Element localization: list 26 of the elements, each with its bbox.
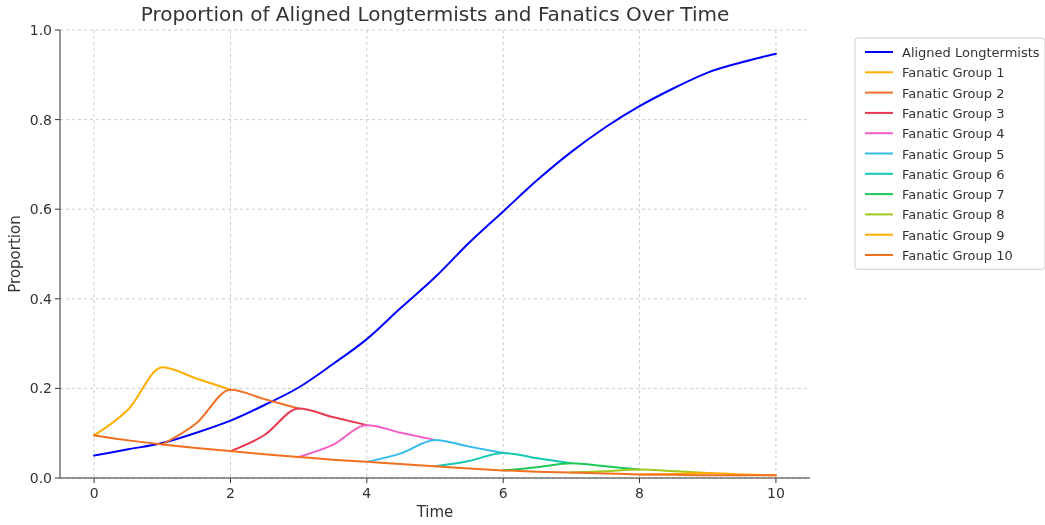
- y-tick-label: 0.2: [29, 380, 52, 397]
- legend-label: Fanatic Group 5: [902, 146, 1005, 162]
- x-axis-title: Time: [415, 503, 454, 521]
- legend-label: Fanatic Group 2: [902, 85, 1005, 101]
- legend-label: Fanatic Group 6: [902, 166, 1005, 182]
- legend-label: Fanatic Group 10: [902, 248, 1013, 263]
- legend-label: Fanatic Group 9: [902, 227, 1005, 243]
- chart-title: Proportion of Aligned Longtermists and Fanatics Over Time: [140, 2, 730, 26]
- x-tick-label: 8: [635, 485, 645, 501]
- legend-label: Aligned Longtermists: [902, 45, 1040, 60]
- legend-label: Fanatic Group 8: [902, 207, 1005, 223]
- legend-label: Fanatic Group 7: [902, 187, 1005, 203]
- x-tick-label: 10: [767, 485, 785, 501]
- y-tick-label: 1.0: [29, 22, 52, 38]
- legend-label: Fanatic Group 4: [902, 126, 1005, 142]
- legend-label: Fanatic Group 1: [902, 65, 1005, 81]
- legend-label: Fanatic Group 3: [902, 105, 1005, 121]
- x-tick-label: 4: [362, 485, 372, 501]
- x-tick-label: 0: [89, 485, 99, 501]
- y-tick-label: 0.6: [29, 201, 53, 218]
- y-tick-label: 0.4: [29, 290, 53, 307]
- x-tick-label: 2: [225, 485, 235, 501]
- y-axis-title: Proportion: [6, 215, 24, 293]
- y-tick-label: 0.0: [29, 470, 52, 486]
- y-tick-label: 0.8: [29, 111, 52, 128]
- x-tick-label: 6: [498, 485, 508, 501]
